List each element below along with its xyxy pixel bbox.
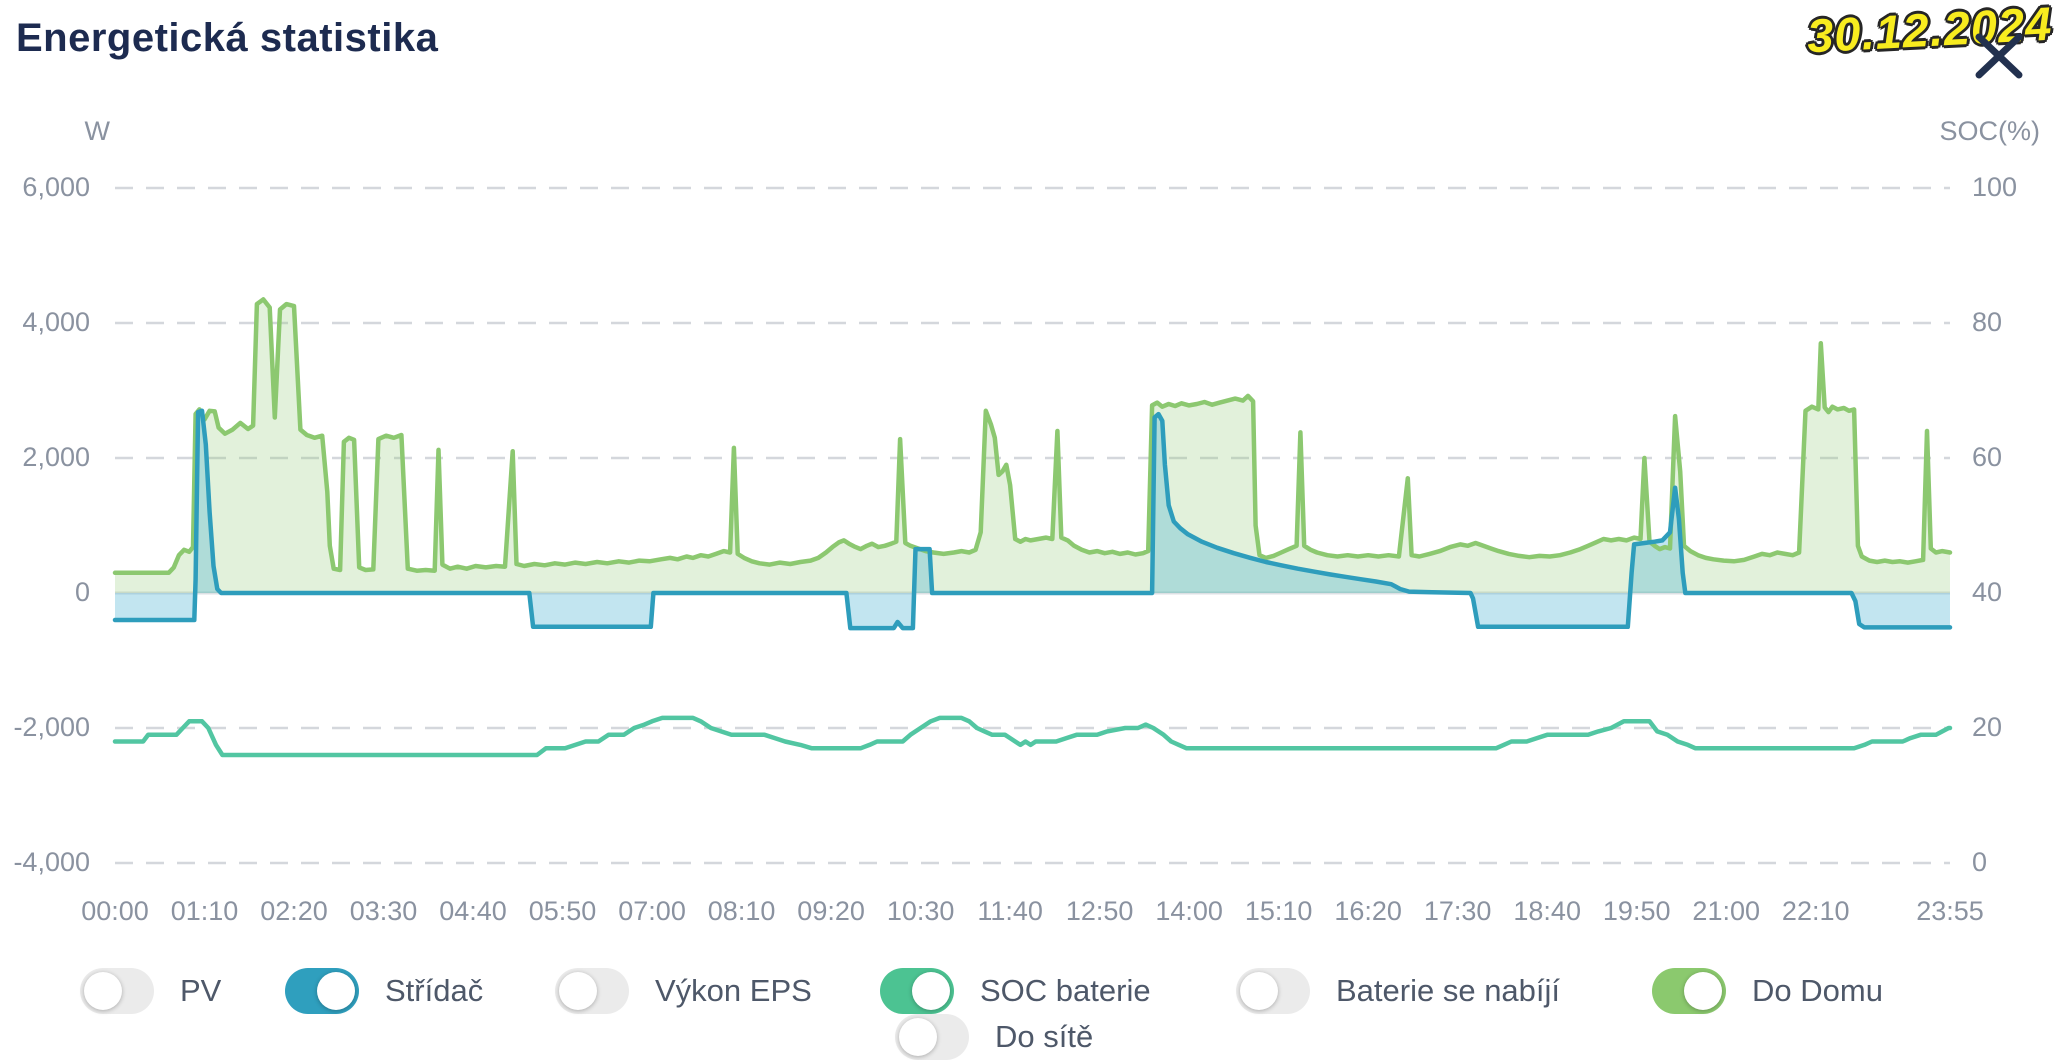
x-axis-tick: 11:40 <box>977 896 1043 926</box>
x-axis-tick: 03:30 <box>349 896 418 926</box>
soc-baterie-line <box>112 715 1953 758</box>
x-axis-tick: 23:55 <box>1916 896 1984 926</box>
toggle-knob <box>317 972 355 1010</box>
left-axis-unit-label: W <box>84 116 110 146</box>
x-axis-tick: 02:20 <box>260 896 328 926</box>
x-axis-tick: 08:10 <box>707 896 776 926</box>
left-axis-tick: 2,000 <box>22 442 90 472</box>
page-title: Energetická statistika <box>16 16 439 60</box>
legend-toggle-pv[interactable] <box>80 968 154 1014</box>
x-axis-tick: 09:20 <box>797 896 865 926</box>
toggle-knob <box>912 972 950 1010</box>
legend-item-do-domu: Do Domu <box>1652 968 1883 1014</box>
x-axis-tick: 16:20 <box>1334 896 1402 926</box>
x-axis-tick: 05:50 <box>528 896 597 926</box>
left-axis-tick: 4,000 <box>22 307 90 337</box>
do-domu-area <box>115 299 1950 593</box>
legend-item-pv: PV <box>80 968 221 1014</box>
x-axis-tick: 18:40 <box>1513 896 1581 926</box>
legend-item-soc-baterie: SOC baterie <box>880 968 1151 1014</box>
x-axis-tick: 01:10 <box>170 896 239 926</box>
toggle-knob <box>1240 972 1278 1010</box>
right-axis-tick: 100 <box>1972 172 2018 202</box>
legend-label-stridac: Střídač <box>385 973 484 1008</box>
toggle-knob <box>559 972 597 1010</box>
x-axis-tick: 10:30 <box>886 896 955 926</box>
legend-label-pv: PV <box>180 973 222 1008</box>
legend-toggle-vykon-eps[interactable] <box>555 968 629 1014</box>
legend-item-do-site: Do sítě <box>895 1014 1093 1060</box>
legend-label-vykon-eps: Výkon EPS <box>655 973 812 1008</box>
legend-label-baterie-se-nabiji: Baterie se nabíjí <box>1336 973 1561 1008</box>
legend-toggle-soc-baterie[interactable] <box>880 968 954 1014</box>
legend-item-stridac: Střídač <box>285 968 483 1014</box>
toggle-knob <box>899 1018 937 1056</box>
right-axis-tick: 40 <box>1972 577 2003 607</box>
right-axis-tick: 80 <box>1972 307 2003 337</box>
x-axis-tick: 15:10 <box>1244 896 1313 926</box>
legend-item-vykon-eps: Výkon EPS <box>555 968 812 1014</box>
left-axis-tick: 6,000 <box>22 172 90 202</box>
toggle-knob <box>1684 972 1722 1010</box>
right-axis-unit-label: SOC(%) <box>1939 116 2041 146</box>
close-icon[interactable] <box>1970 30 2028 80</box>
x-axis-tick: 07:00 <box>618 896 686 926</box>
left-axis-tick: -2,000 <box>13 712 90 742</box>
left-axis-tick: 0 <box>74 577 90 607</box>
x-axis-tick: 12:50 <box>1065 896 1134 926</box>
x-axis-tick: 00:00 <box>81 896 149 926</box>
legend-toggle-do-domu[interactable] <box>1652 968 1726 1014</box>
x-axis-tick: 04:40 <box>439 896 507 926</box>
legend-toggle-do-site[interactable] <box>895 1014 969 1060</box>
legend-label-do-site: Do sítě <box>995 1019 1094 1054</box>
toggle-knob <box>84 972 122 1010</box>
legend-toggle-baterie-se-nabiji[interactable] <box>1236 968 1310 1014</box>
x-axis-tick: 14:00 <box>1155 896 1223 926</box>
legend-label-soc-baterie: SOC baterie <box>980 973 1151 1008</box>
right-axis-tick: 20 <box>1972 712 2003 742</box>
stridac-line <box>112 408 1953 631</box>
x-axis-tick: 17:30 <box>1423 896 1492 926</box>
right-axis-tick: 60 <box>1972 442 2003 472</box>
legend-item-baterie-se-nabiji: Baterie se nabíjí <box>1236 968 1560 1014</box>
x-axis-tick: 21:00 <box>1692 896 1760 926</box>
right-axis-tick: 0 <box>1972 847 1988 877</box>
x-axis-tick: 22:10 <box>1781 896 1850 926</box>
left-axis-tick: -4,000 <box>13 847 90 877</box>
legend-label-do-domu: Do Domu <box>1752 973 1883 1008</box>
legend-toggle-stridac[interactable] <box>285 968 359 1014</box>
x-axis-tick: 19:50 <box>1602 896 1671 926</box>
